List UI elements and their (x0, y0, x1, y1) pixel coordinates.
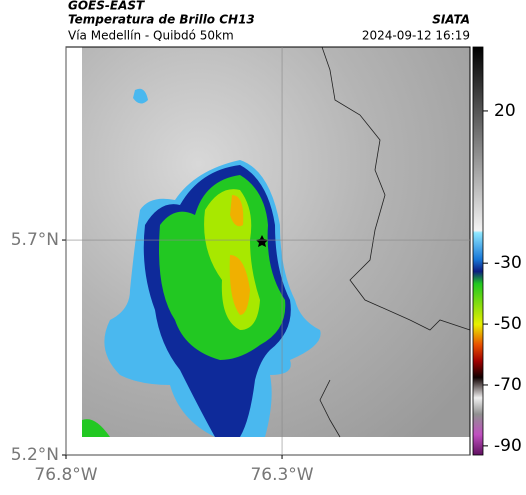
source: GOES-EAST (68, 0, 145, 13)
colorbar-label: -90 (494, 436, 522, 456)
lon-label: 76.8°W (34, 465, 97, 485)
boundary (319, 46, 471, 438)
cold-cloud (133, 88, 148, 104)
core (229, 195, 250, 315)
colorbar (472, 46, 484, 456)
colorbar-label: -30 (494, 253, 522, 273)
colorbar-label: -50 (494, 314, 522, 334)
lat-label: 5.7°N (11, 230, 59, 250)
lat-label: 5.2°N (11, 445, 59, 465)
route: Vía Medellín - Quibdó 50km (68, 29, 234, 43)
imagery (82, 46, 471, 438)
colorbar-label: -70 (494, 375, 522, 395)
colorbar-label: 20 (494, 101, 516, 121)
location-star (256, 235, 268, 247)
deep-cloud (82, 419, 110, 437)
datetime: 2024-09-12 16:19 (362, 29, 470, 43)
agency: SIATA (432, 13, 470, 27)
lon-label: 76.3°W (250, 465, 313, 485)
title: Temperatura de Brillo CH13 (68, 13, 255, 27)
